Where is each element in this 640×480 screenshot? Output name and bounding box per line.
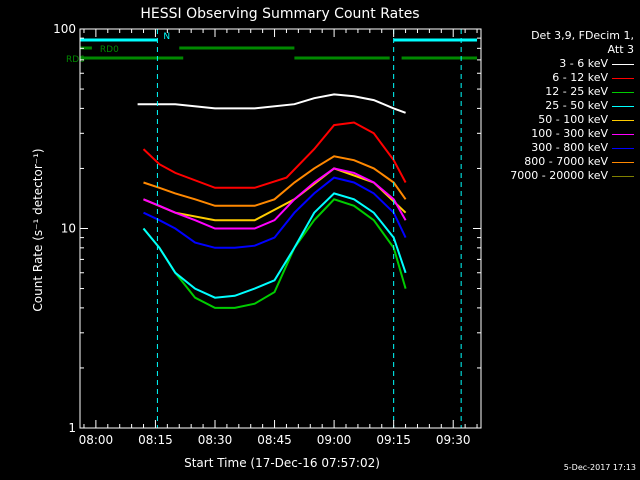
x-axis-label: Start Time (17-Dec-16 07:57:02) bbox=[184, 456, 380, 470]
legend-swatch bbox=[612, 63, 634, 65]
flag-bars: N RD0 RD6 bbox=[66, 32, 478, 65]
legend-item-label: 7000 - 20000 keV bbox=[510, 169, 608, 182]
x-tick-label: 09:00 bbox=[317, 433, 352, 447]
series-line bbox=[137, 93, 406, 114]
x-tick-label: 09:15 bbox=[376, 433, 411, 447]
legend-header-line2: Att 3 bbox=[607, 43, 634, 56]
y-tick-label: 1 bbox=[68, 421, 76, 435]
legend-item-label: 25 - 50 keV bbox=[545, 99, 608, 112]
legend-swatch bbox=[612, 77, 634, 79]
series-line bbox=[143, 155, 407, 207]
legend-swatch bbox=[612, 105, 634, 107]
legend-item: 12 - 25 keV bbox=[496, 85, 634, 99]
legend-item-label: 100 - 300 keV bbox=[531, 127, 608, 140]
legend-item: 25 - 50 keV bbox=[496, 99, 634, 113]
x-tick-label: 08:30 bbox=[198, 433, 233, 447]
series-line bbox=[143, 176, 407, 249]
legend-swatch bbox=[612, 91, 634, 93]
legend-swatch bbox=[612, 175, 634, 177]
flag-label: N bbox=[163, 32, 170, 42]
x-tick-label: 08:15 bbox=[138, 433, 173, 447]
data-series bbox=[137, 93, 407, 309]
x-tick-label: 08:00 bbox=[79, 433, 114, 447]
legend-item: 6 - 12 keV bbox=[496, 71, 634, 85]
legend-item: 800 - 7000 keV bbox=[496, 155, 634, 169]
flag-label: RD6 bbox=[66, 55, 85, 65]
legend: Det 3,9, FDecim 1, Att 3 3 - 6 keV 6 - 12… bbox=[496, 29, 634, 183]
legend-item-label: 800 - 7000 keV bbox=[524, 155, 608, 168]
legend-item: 50 - 100 keV bbox=[496, 113, 634, 127]
legend-item: 3 - 6 keV bbox=[496, 57, 634, 71]
y-axis: 1 10 100 bbox=[53, 22, 481, 435]
legend-item: 300 - 800 keV bbox=[496, 141, 634, 155]
chart-title: HESSI Observing Summary Count Rates bbox=[140, 6, 419, 22]
plot-timestamp: 5-Dec-2017 17:13 bbox=[563, 463, 636, 472]
legend-items: 3 - 6 keV 6 - 12 keV 12 - 25 keV 25 - 50 ke… bbox=[496, 57, 634, 183]
series-line bbox=[142, 192, 407, 299]
legend-item-label: 3 - 6 keV bbox=[559, 57, 608, 70]
y-tick-label: 100 bbox=[53, 22, 76, 36]
legend-item-label: 50 - 100 keV bbox=[538, 113, 608, 126]
legend-item: 7000 - 20000 keV bbox=[496, 169, 634, 183]
legend-item-label: 6 - 12 keV bbox=[552, 71, 608, 84]
legend-swatch bbox=[612, 147, 634, 149]
series-line bbox=[142, 198, 407, 309]
legend-item-label: 12 - 25 keV bbox=[545, 85, 608, 98]
legend-swatch bbox=[612, 119, 634, 121]
legend-item-label: 300 - 800 keV bbox=[531, 141, 608, 154]
legend-swatch bbox=[612, 133, 634, 135]
x-axis: 08:00 08:15 08:30 08:45 09:00 09:15 09:30 bbox=[79, 29, 478, 447]
legend-item: 100 - 300 keV bbox=[496, 127, 634, 141]
x-tick-label: 09:30 bbox=[436, 433, 471, 447]
event-markers bbox=[156, 29, 462, 428]
series-line bbox=[143, 167, 407, 230]
flag-label: RD0 bbox=[100, 45, 119, 55]
series-line bbox=[142, 121, 407, 189]
y-tick-label: 10 bbox=[61, 222, 76, 236]
x-tick-label: 08:45 bbox=[257, 433, 292, 447]
y-axis-label: Count Rate (s⁻¹ detector⁻¹) bbox=[31, 148, 45, 311]
legend-header-line1: Det 3,9, FDecim 1, bbox=[531, 29, 634, 42]
legend-swatch bbox=[612, 161, 634, 163]
